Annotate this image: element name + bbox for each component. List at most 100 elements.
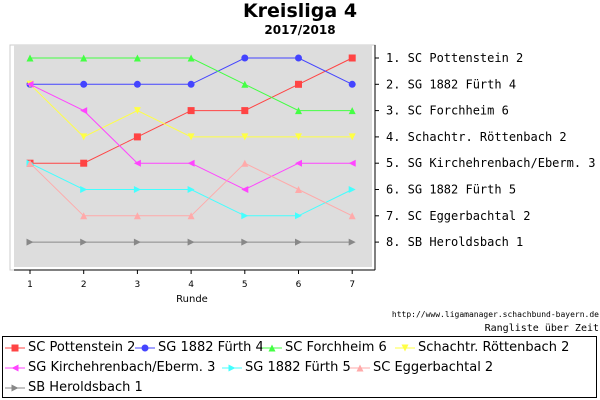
data-point: [187, 80, 195, 88]
data-point: [295, 80, 302, 88]
data-point: [295, 186, 302, 193]
data-point: [295, 238, 302, 246]
data-point: [295, 212, 302, 220]
data-point: [241, 159, 249, 167]
data-point: [241, 212, 249, 220]
chart-subtitle: 2017/2018: [264, 23, 336, 37]
legend-item: SC Forchheim 6: [262, 340, 387, 355]
data-point: [187, 107, 195, 115]
data-point: [80, 238, 88, 246]
y-tick-group: 1. SC Pottenstein 2 2. SG 1882 Fürth 4 3. …: [375, 51, 596, 249]
data-point: [241, 238, 249, 246]
data-point: [187, 133, 195, 141]
x-tick-label: 5: [242, 280, 248, 290]
x-tick-label: 2: [81, 280, 87, 290]
data-point: [133, 133, 141, 141]
data-point: [80, 54, 88, 62]
data-point: [348, 159, 356, 167]
chart-plot: 1 2 3 4 5 6 7 1. SC Pottenstein 2 2. SG 1882 Fü…: [9, 44, 596, 305]
data-point: [80, 186, 88, 193]
legend-marker: [401, 344, 409, 351]
legend-item: SG Kirchehrenbach/Eberm. 3: [5, 360, 215, 375]
data-point: [133, 238, 141, 246]
data-point: [348, 133, 356, 141]
data-point: [348, 212, 356, 220]
data-point: [187, 54, 195, 62]
data-point: [80, 159, 88, 167]
data-point: [80, 80, 88, 88]
data-point: [295, 54, 302, 62]
legend-label: SB Heroldsbach 1: [28, 380, 143, 395]
legend-marker: [11, 384, 19, 391]
data-point: [133, 107, 141, 115]
data-point: [133, 80, 141, 88]
legend-item: SC Pottenstein 2: [5, 340, 135, 355]
rank-label: 5. SG Kirchehrenbach/Eberm. 3: [386, 156, 596, 170]
data-point: [133, 186, 141, 193]
x-tick-label: 4: [188, 280, 194, 290]
data-point: [241, 133, 249, 141]
legend: SC Pottenstein 2 SG 1882 Fürth 4 SC Forchh…: [2, 336, 597, 398]
legend-label: Schachtr. Röttenbach 2: [418, 340, 570, 355]
data-point: [80, 133, 88, 141]
x-tick-group: 1 2 3 4 5 6 7: [27, 270, 355, 290]
data-point: [133, 54, 141, 62]
data-point: [80, 212, 88, 220]
legend-marker: [228, 364, 236, 371]
x-tick-label: 1: [27, 280, 33, 290]
data-point: [348, 107, 356, 115]
legend-label: SC Pottenstein 2: [28, 340, 136, 355]
series-6: [26, 159, 356, 220]
rank-label: 7. SC Eggerbachtal 2: [386, 209, 531, 223]
legend-swatch: [262, 344, 282, 351]
data-point: [187, 159, 195, 167]
legend-label: SC Eggerbachtal 2: [373, 360, 494, 375]
rank-label: 6. SG 1882 Fürth 5: [386, 183, 516, 197]
legend-marker: [268, 344, 276, 351]
legend-swatch: [135, 344, 155, 351]
legend-item: Schachtr. Röttenbach 2: [395, 340, 569, 355]
legend-swatch: [350, 364, 370, 371]
data-point: [241, 80, 249, 88]
data-point: [187, 186, 195, 193]
footnote: Rangliste über Zeit: [484, 323, 599, 334]
rank-label: 3. SC Forchheim 6: [386, 104, 509, 118]
rank-label: 1. SC Pottenstein 2: [386, 51, 523, 65]
data-point: [295, 159, 302, 167]
data-point: [348, 238, 356, 246]
data-point: [348, 54, 356, 62]
data-point: [26, 54, 34, 62]
data-point: [295, 133, 302, 141]
x-tick-label: 3: [135, 280, 141, 290]
x-axis-label: Runde: [176, 294, 208, 305]
legend-marker: [11, 364, 19, 371]
legend-marker: [141, 344, 149, 351]
rank-label: 8. SB Heroldsbach 1: [386, 235, 523, 249]
rank-label: 4. Schachtr. Röttenbach 2: [386, 130, 567, 144]
legend-item: SG 1882 Fürth 5: [222, 360, 351, 375]
legend-swatch: [222, 364, 242, 371]
data-point: [348, 80, 356, 88]
data-point: [187, 238, 195, 246]
x-tick-label: 6: [296, 280, 302, 290]
data-point: [80, 107, 88, 115]
x-tick-label: 7: [349, 280, 355, 290]
data-point: [26, 159, 34, 167]
legend-marker: [11, 344, 19, 351]
source-url[interactable]: http://www.ligamanager.schachbund-bayern…: [391, 310, 599, 319]
plot-area: [14, 45, 372, 267]
legend-swatch: [5, 364, 25, 371]
series-7: [26, 238, 356, 246]
data-point: [133, 212, 141, 220]
data-point: [241, 107, 249, 115]
legend-marker: [356, 364, 364, 371]
data-point: [187, 212, 195, 220]
legend-swatch: [5, 384, 25, 391]
legend-label: SG Kirchehrenbach/Eberm. 3: [28, 360, 216, 375]
legend-item: SG 1882 Fürth 4: [135, 340, 264, 355]
series-group: [26, 54, 356, 246]
series-2: [26, 54, 356, 115]
chart-title: Kreisliga 4: [242, 0, 358, 22]
data-point: [26, 80, 34, 88]
data-point: [348, 186, 356, 193]
